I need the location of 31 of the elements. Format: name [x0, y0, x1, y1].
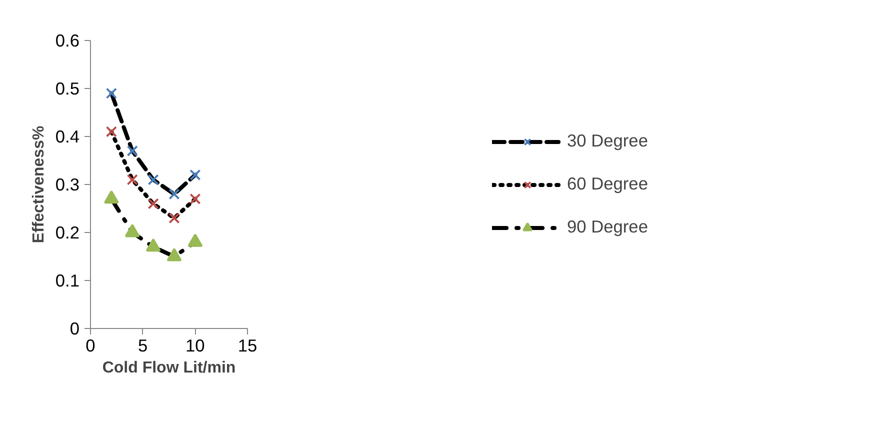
y-tick-label: 0.3	[55, 174, 80, 194]
point	[148, 174, 159, 186]
point	[168, 212, 180, 224]
point	[126, 145, 138, 156]
point	[188, 234, 203, 247]
point	[146, 238, 161, 252]
point	[168, 188, 180, 200]
point	[104, 190, 119, 204]
y-tick-label: 0.1	[55, 270, 80, 290]
point	[166, 248, 182, 262]
point	[124, 224, 140, 238]
point	[190, 169, 201, 180]
point	[126, 174, 138, 186]
x-tick-label: 0	[86, 336, 96, 356]
point	[106, 126, 118, 138]
legend-label: 90 Degree	[567, 216, 648, 238]
legend-label: 30 Degree	[567, 130, 648, 152]
point	[148, 198, 159, 210]
y-tick-label: 0.4	[55, 126, 80, 146]
y-tick-label: 0.2	[55, 222, 80, 242]
x-tick-label: 10	[186, 336, 205, 356]
legend-label: 60 Degree	[567, 174, 648, 194]
x-tick-label: 15	[238, 336, 258, 356]
point	[106, 88, 118, 99]
point	[190, 193, 201, 204]
y-tick-label: 0	[70, 318, 80, 338]
x-axis-title: Cold Flow Lit/min	[102, 360, 236, 376]
y-axis-title: Effectiveness%	[30, 126, 48, 244]
y-tick-label: 0.6	[55, 30, 80, 50]
y-tick-label: 0.5	[55, 78, 80, 98]
x-tick-label: 5	[138, 336, 148, 356]
